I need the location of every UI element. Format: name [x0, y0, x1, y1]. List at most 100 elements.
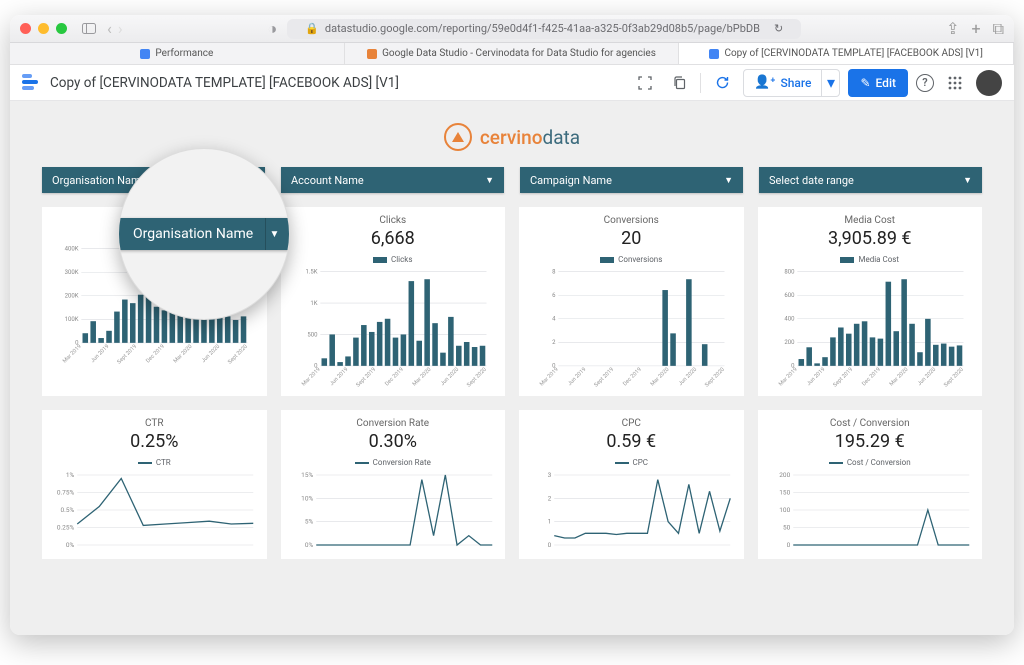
traffic-lights: [20, 23, 67, 34]
svg-text:10%: 10%: [301, 494, 313, 502]
svg-text:Mar 2020: Mar 2020: [411, 367, 432, 388]
chart-legend: CTR: [46, 458, 263, 467]
new-tab-icon[interactable]: +: [971, 19, 980, 39]
svg-text:800: 800: [784, 269, 795, 276]
tabs-overview-icon[interactable]: ⧉: [993, 19, 1004, 39]
svg-text:0.5%: 0.5%: [60, 506, 74, 514]
svg-text:Mar 2019: Mar 2019: [300, 367, 321, 388]
svg-text:Sept 2020: Sept 2020: [943, 367, 965, 388]
refresh-icon[interactable]: [709, 70, 735, 96]
cervinodata-logo-icon: [444, 123, 472, 151]
svg-text:Sept 2020: Sept 2020: [227, 344, 249, 365]
svg-text:Sept 2019: Sept 2019: [355, 367, 377, 388]
svg-text:Sept 2019: Sept 2019: [116, 344, 138, 365]
favicon-icon: [709, 49, 719, 59]
svg-text:200K: 200K: [65, 293, 79, 300]
svg-text:0.75%: 0.75%: [57, 489, 75, 497]
svg-text:Jun 2019: Jun 2019: [90, 344, 110, 364]
svg-text:1.5K: 1.5K: [305, 269, 317, 276]
svg-text:0.25%: 0.25%: [57, 524, 75, 532]
tab-label: Performance: [155, 48, 213, 59]
metric-title: Media Cost: [762, 215, 979, 226]
svg-text:6: 6: [552, 292, 556, 299]
svg-text:Mar 2020: Mar 2020: [173, 344, 194, 365]
share-dropdown-icon[interactable]: ▾: [822, 69, 840, 97]
magnifier-overlay: Organisation Name ▼: [118, 148, 290, 320]
browser-titlebar: ‹ › ◑ 🔒 datastudio.google.com/reporting/…: [10, 15, 1014, 43]
chart-legend: Conversions: [523, 255, 740, 264]
sidebar-toggle-icon[interactable]: [82, 23, 96, 34]
metrics-row-2: CTR 0.25% CTR 0%0.25%0.5%0.75%1% Convers…: [42, 410, 982, 559]
metric-title: Cost / Conversion: [762, 418, 979, 429]
svg-text:Jun 2019: Jun 2019: [805, 367, 825, 387]
svg-text:100K: 100K: [65, 316, 79, 323]
svg-text:150: 150: [779, 489, 790, 497]
metric-value: 0.25%: [46, 431, 263, 452]
browser-tab[interactable]: Google Data Studio - Cervinodata for Dat…: [345, 43, 680, 64]
favicon-icon: [367, 49, 377, 59]
filter-dropdown[interactable]: Campaign Name ▼: [520, 167, 743, 193]
svg-text:Jun 2020: Jun 2020: [439, 367, 459, 387]
filter-dropdown[interactable]: Select date range▼: [759, 167, 982, 193]
maximize-window-icon[interactable]: [56, 23, 67, 34]
back-icon[interactable]: ‹: [107, 19, 112, 38]
brand-text-1: cervino: [480, 126, 543, 149]
copy-icon[interactable]: [666, 70, 692, 96]
svg-text:2: 2: [548, 494, 552, 502]
svg-text:Dec 2019: Dec 2019: [384, 367, 405, 388]
help-icon[interactable]: ?: [916, 74, 934, 92]
user-avatar[interactable]: [976, 70, 1002, 96]
svg-text:0%: 0%: [66, 541, 75, 549]
magnified-chevron-down-icon: ▼: [265, 218, 283, 250]
favicon-icon: [140, 49, 150, 59]
svg-text:1: 1: [548, 518, 552, 526]
magnified-filter-label: Organisation Name: [133, 226, 253, 242]
tab-label: Google Data Studio - Cervinodata for Dat…: [382, 48, 656, 59]
lock-icon: 🔒: [305, 22, 319, 35]
shield-icon[interactable]: ◑: [268, 19, 278, 39]
chevron-down-icon: ▼: [485, 175, 494, 186]
metric-value: 0.59 €: [523, 431, 740, 452]
app-header: Copy of [CERVINODATA TEMPLATE] [FACEBOOK…: [10, 65, 1014, 101]
browser-tab[interactable]: Performance: [10, 43, 345, 64]
filter-dropdown[interactable]: Account Name ▼: [281, 167, 504, 193]
share-button[interactable]: 👤⁺ Share: [743, 69, 822, 97]
chart-legend: CPC: [523, 458, 740, 467]
reload-icon[interactable]: ↻: [774, 22, 783, 35]
tab-label: Copy of [CERVINODATA TEMPLATE] [FACEBOOK…: [724, 48, 982, 59]
close-window-icon[interactable]: [20, 23, 31, 34]
metric-card: CTR 0.25% CTR 0%0.25%0.5%0.75%1%: [42, 410, 267, 559]
url-bar[interactable]: 🔒 datastudio.google.com/reporting/59e0d4…: [287, 19, 801, 39]
share-button-label: Share: [780, 76, 811, 90]
data-studio-logo-icon: [22, 74, 40, 92]
browser-tab[interactable]: Copy of [CERVINODATA TEMPLATE] [FACEBOOK…: [679, 43, 1014, 64]
add-person-icon: 👤⁺: [754, 75, 775, 90]
svg-text:200: 200: [784, 339, 795, 346]
magnified-filter: Organisation Name: [119, 218, 289, 250]
svg-text:Sept 2019: Sept 2019: [832, 367, 854, 388]
svg-text:5%: 5%: [304, 518, 313, 526]
filter-label: Campaign Name: [530, 174, 612, 187]
filter-label: Select date range: [769, 174, 854, 187]
minimize-window-icon[interactable]: [38, 23, 49, 34]
metric-value: 3,905.89 €: [762, 228, 979, 249]
browser-tab-strip: Performance Google Data Studio - Cervinod…: [10, 43, 1014, 65]
chevron-down-icon: ▼: [724, 175, 733, 186]
forward-icon[interactable]: ›: [118, 19, 123, 38]
svg-text:300K: 300K: [65, 269, 79, 276]
metric-card: Cost / Conversion 195.29 € Cost / Conver…: [758, 410, 983, 559]
svg-text:0: 0: [786, 541, 790, 549]
apps-grid-icon[interactable]: [942, 70, 968, 96]
fullscreen-icon[interactable]: [632, 70, 658, 96]
metric-card: CPC 0.59 € CPC 0123: [519, 410, 744, 559]
svg-text:500: 500: [307, 331, 318, 338]
svg-text:Jun 2020: Jun 2020: [201, 344, 221, 364]
svg-text:Sept 2020: Sept 2020: [704, 367, 726, 388]
filter-label: Account Name: [291, 174, 364, 187]
svg-text:600: 600: [784, 292, 795, 299]
svg-text:200: 200: [779, 471, 790, 479]
svg-text:Mar 2020: Mar 2020: [650, 367, 671, 388]
edit-button[interactable]: ✎ Edit: [848, 69, 908, 97]
metric-card: Media Cost 3,905.89 € Media Cost 0200400…: [758, 207, 983, 396]
share-page-icon[interactable]: ⇪: [946, 19, 959, 39]
